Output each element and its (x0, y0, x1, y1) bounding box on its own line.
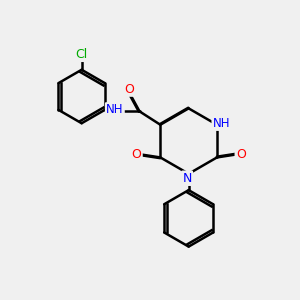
Text: O: O (124, 82, 134, 96)
Text: NH: NH (106, 103, 124, 116)
Text: NH: NH (213, 117, 230, 130)
Text: N: N (182, 172, 192, 185)
Text: O: O (236, 148, 246, 161)
Text: O: O (132, 148, 142, 161)
Text: Cl: Cl (76, 48, 88, 61)
